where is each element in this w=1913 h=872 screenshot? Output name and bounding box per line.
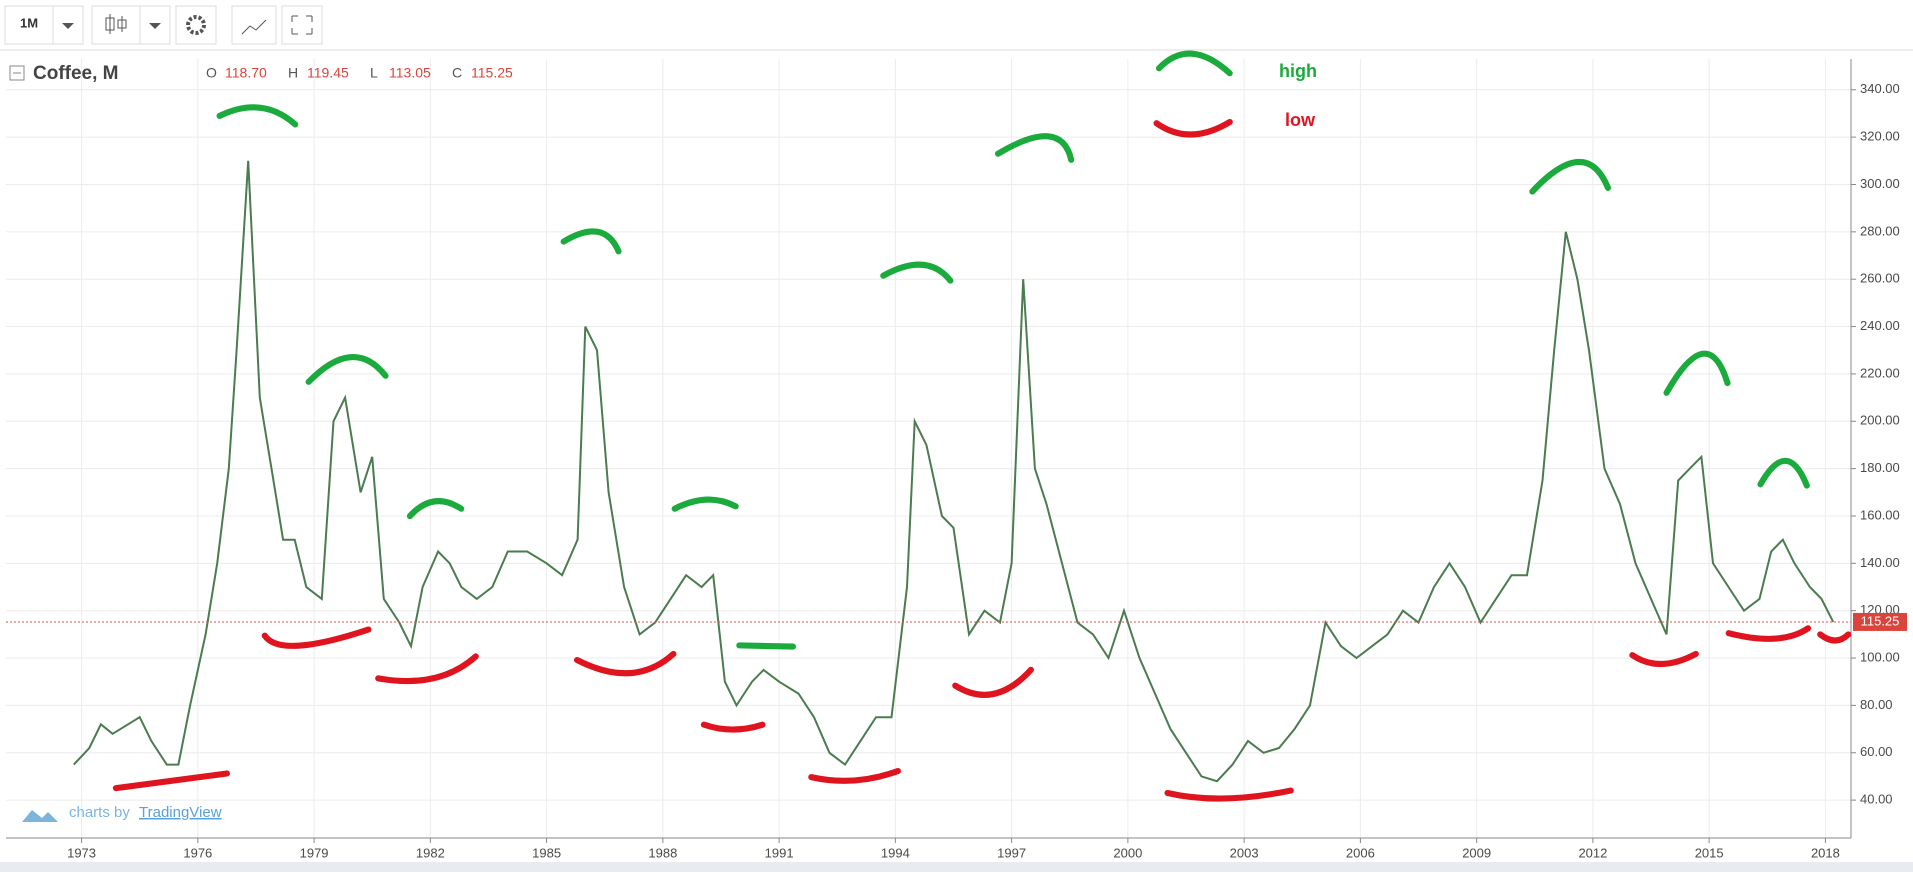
y-tick-label: 320.00 bbox=[1860, 129, 1900, 144]
gear-icon bbox=[186, 15, 206, 35]
x-tick-label: 2003 bbox=[1230, 845, 1259, 860]
y-tick-label: 340.00 bbox=[1860, 81, 1900, 96]
y-tick-label: 220.00 bbox=[1860, 365, 1900, 380]
x-tick-label: 1982 bbox=[416, 845, 445, 860]
fullscreen-button[interactable] bbox=[281, 5, 323, 45]
watermark-logo bbox=[22, 810, 58, 822]
watermark-brand[interactable]: TradingView bbox=[139, 804, 222, 821]
chart-style-button[interactable] bbox=[91, 5, 141, 45]
fullscreen-icon bbox=[291, 15, 313, 35]
hand-drawn-marks bbox=[112, 50, 1852, 802]
annotation-high: high bbox=[1279, 61, 1317, 81]
annotation-low: low bbox=[1285, 110, 1316, 130]
symbol-title: Coffee, M bbox=[33, 63, 119, 84]
y-tick-label: 100.00 bbox=[1860, 649, 1900, 664]
last-price-tag bbox=[1853, 612, 1907, 631]
x-tick-label: 2012 bbox=[1578, 845, 1607, 860]
plot-background bbox=[6, 59, 1851, 838]
high-arcs bbox=[216, 50, 1810, 650]
y-tick-label: 280.00 bbox=[1860, 223, 1900, 238]
x-tick-label: 1997 bbox=[997, 845, 1026, 860]
plot-area: 40.0060.0080.00100.00120.00140.00160.001… bbox=[6, 59, 1907, 860]
interval-button[interactable] bbox=[4, 5, 54, 45]
ohlc-value: 113.05 bbox=[389, 65, 431, 81]
low-arcs bbox=[112, 118, 1852, 802]
dropdown-arrow bbox=[149, 23, 161, 29]
x-tick-label: 2006 bbox=[1346, 845, 1375, 860]
x-tick-label: 2000 bbox=[1113, 845, 1142, 860]
ohlc-key: O bbox=[206, 65, 217, 81]
y-tick-label: 140.00 bbox=[1860, 555, 1900, 570]
y-tick-label: 300.00 bbox=[1860, 176, 1900, 191]
settings-button[interactable] bbox=[175, 5, 217, 45]
x-tick-label: 1979 bbox=[300, 845, 329, 860]
indicator-icon bbox=[241, 19, 267, 35]
ohlc-value: 119.45 bbox=[307, 65, 349, 81]
y-tick-label: 260.00 bbox=[1860, 271, 1900, 286]
y-tick-label: 80.00 bbox=[1860, 697, 1893, 712]
x-tick-label: 2009 bbox=[1462, 845, 1491, 860]
x-tick-label: 1976 bbox=[183, 845, 212, 860]
x-tick-label: 1973 bbox=[67, 845, 96, 860]
y-tick-label: 40.00 bbox=[1860, 792, 1893, 807]
indicators-button[interactable] bbox=[231, 5, 277, 45]
y-tick-label: 240.00 bbox=[1860, 318, 1900, 333]
dropdown-arrow bbox=[62, 23, 74, 29]
footer-bar bbox=[0, 862, 1913, 872]
interval-label: 1M bbox=[20, 15, 38, 30]
x-tick-label: 1994 bbox=[881, 845, 910, 860]
x-tick-label: 1985 bbox=[532, 845, 561, 860]
watermark-prefix: charts by bbox=[69, 804, 130, 821]
y-tick-label: 60.00 bbox=[1860, 744, 1893, 759]
ohlc-key: H bbox=[288, 65, 298, 81]
ohlc-key: C bbox=[452, 65, 462, 81]
y-tick-label: 180.00 bbox=[1860, 460, 1900, 475]
last-price-label: 115.25 bbox=[1861, 613, 1900, 628]
x-tick-label: 1991 bbox=[765, 845, 794, 860]
ohlc-legend: O 118.70 H 119.45 L 113.05 C 115.25 bbox=[206, 65, 513, 81]
candle-icon bbox=[105, 14, 127, 34]
x-tick-label: 1988 bbox=[648, 845, 677, 860]
ohlc-value: 115.25 bbox=[471, 65, 513, 81]
x-tick-label: 2015 bbox=[1695, 845, 1724, 860]
x-tick-label: 2018 bbox=[1811, 845, 1840, 860]
y-tick-label: 160.00 bbox=[1860, 507, 1900, 522]
ohlc-key: L bbox=[370, 65, 378, 81]
ohlc-value: 118.70 bbox=[225, 65, 267, 81]
price-line bbox=[73, 160, 1835, 783]
y-tick-label: 200.00 bbox=[1860, 413, 1900, 428]
